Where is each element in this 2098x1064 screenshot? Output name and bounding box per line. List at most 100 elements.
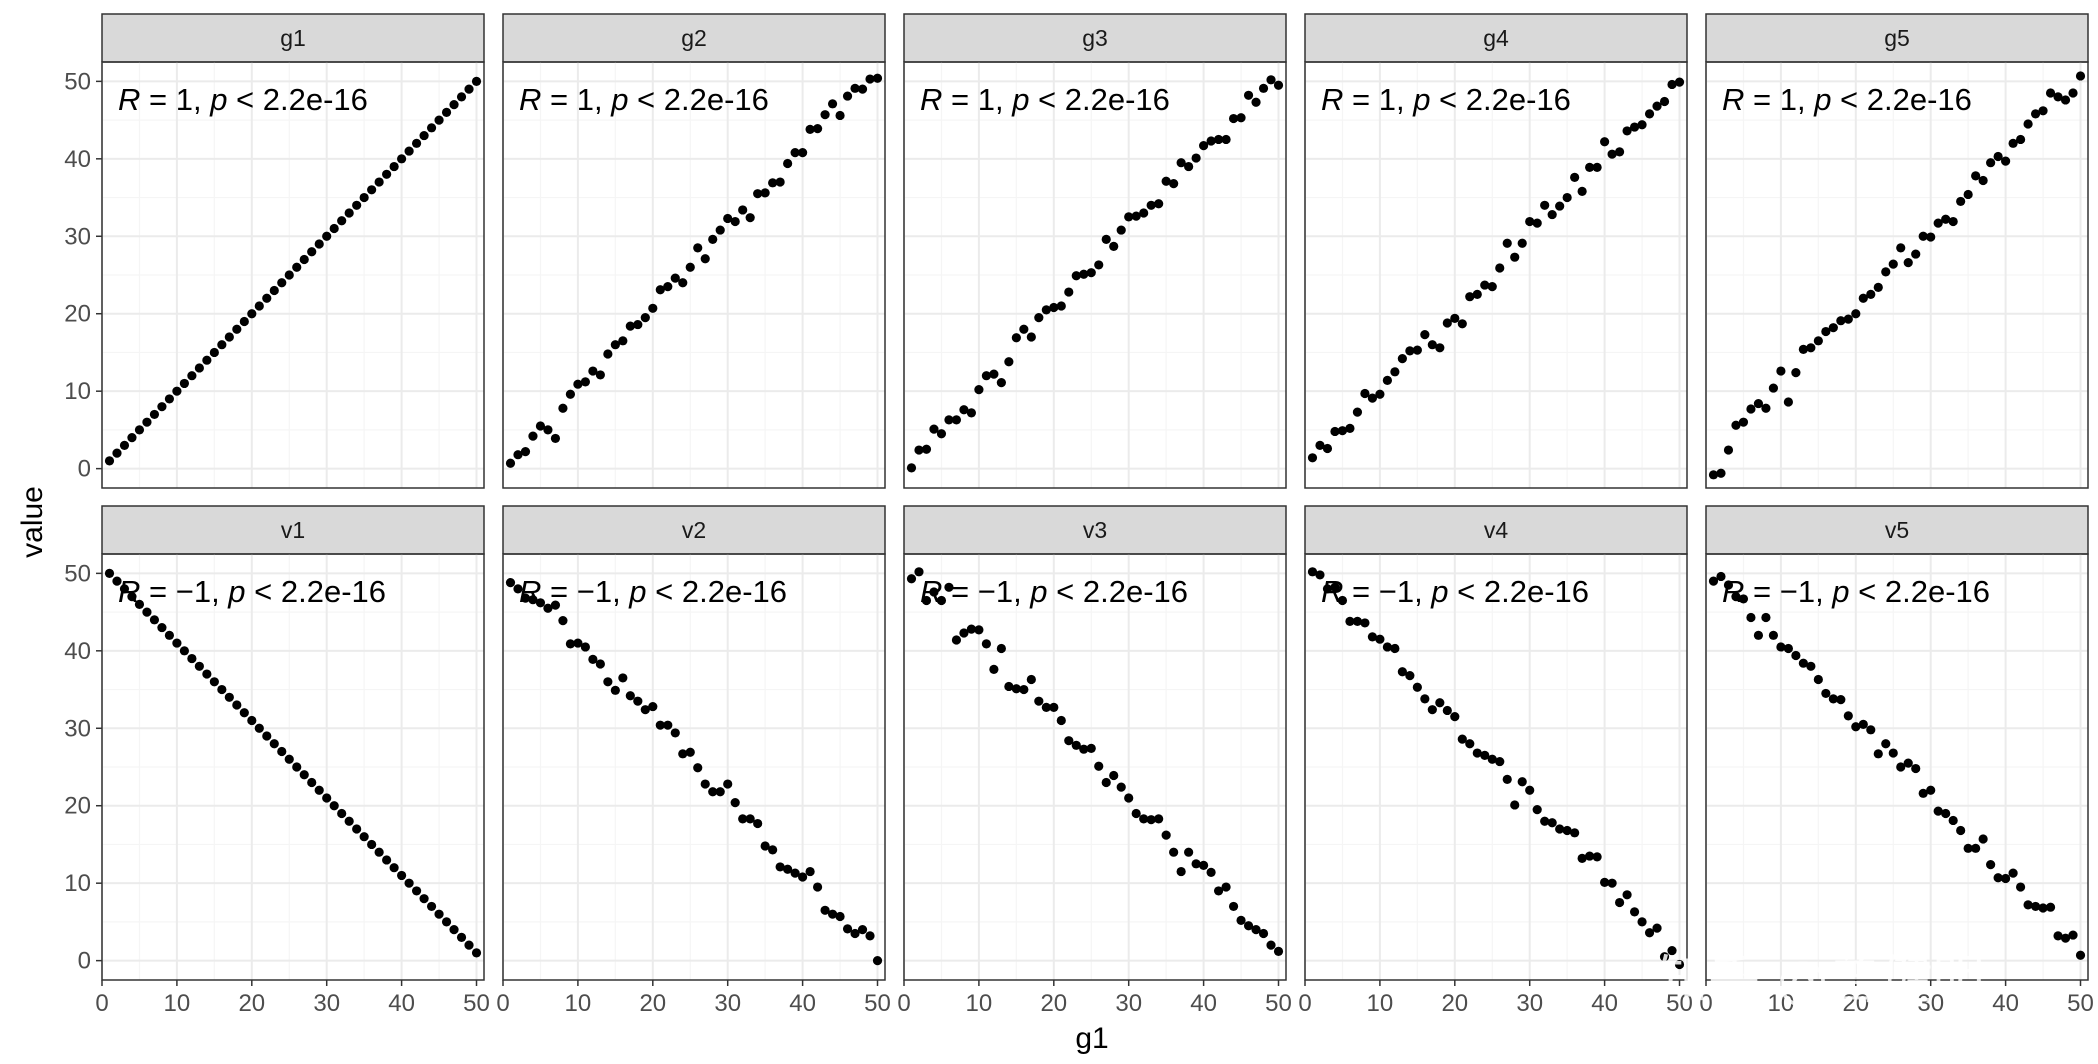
data-point: [1116, 782, 1126, 792]
data-point: [1903, 258, 1913, 268]
data-point: [164, 630, 175, 640]
data-point: [1435, 698, 1445, 708]
data-point: [1652, 923, 1662, 933]
data-point: [1465, 292, 1475, 302]
data-point: [565, 639, 576, 649]
data-point: [1191, 859, 1201, 869]
points-v4: [1307, 567, 1685, 970]
stat-annotation-g2: R = 1, p < 2.2e-16: [519, 82, 769, 117]
data-point: [179, 378, 189, 389]
data-point: [1228, 901, 1239, 912]
data-point: [389, 161, 399, 172]
panel-border-v2: [502, 553, 886, 981]
data-point: [1873, 282, 1883, 292]
data-point: [1206, 867, 1216, 877]
data-point: [1644, 109, 1655, 119]
data-point: [471, 76, 482, 86]
data-point: [464, 84, 474, 94]
x-tick-label: 10: [164, 990, 191, 1017]
data-point: [1783, 643, 1793, 654]
data-point: [1139, 814, 1149, 824]
y-tick-label: 20: [64, 301, 91, 328]
data-point: [558, 403, 568, 413]
data-point: [872, 73, 883, 83]
data-point: [1390, 367, 1400, 377]
data-point: [1487, 282, 1497, 292]
data-point: [284, 270, 294, 280]
data-point: [1109, 770, 1119, 781]
data-point: [929, 424, 939, 434]
data-point: [820, 905, 830, 915]
data-point: [382, 169, 392, 179]
x-tick-label: 30: [1115, 990, 1142, 1017]
data-point: [1851, 309, 1861, 319]
data-point: [700, 779, 710, 789]
data-point: [1978, 834, 1988, 844]
data-point: [603, 677, 613, 687]
data-point: [352, 200, 362, 210]
points-g3: [906, 75, 1284, 473]
data-point: [588, 366, 598, 376]
stat-annotation-v3: R = −1, p < 2.2e-16: [920, 574, 1188, 609]
data-point: [715, 787, 725, 797]
data-point: [1881, 267, 1891, 277]
data-point: [989, 369, 999, 379]
data-point: [1963, 843, 1973, 853]
data-point: [812, 124, 823, 134]
data-point: [685, 747, 695, 757]
data-point: [1723, 445, 1734, 455]
x-tick-label: 20: [238, 990, 265, 1017]
y-tick-label: 10: [64, 870, 91, 897]
data-point: [1124, 212, 1134, 222]
data-point: [618, 673, 628, 683]
data-point: [775, 862, 785, 872]
data-point: [715, 225, 725, 235]
x-axis-v4: 0 10 20 30 40 50: [1298, 980, 1693, 1017]
data-point: [580, 642, 590, 652]
data-point: [224, 692, 234, 702]
data-point: [1273, 80, 1284, 90]
data-point: [1322, 584, 1333, 594]
data-point: [277, 746, 287, 757]
data-point: [1858, 293, 1868, 303]
strip-label-g4: g4: [1483, 25, 1509, 51]
data-point: [1322, 443, 1333, 454]
data-point: [1315, 440, 1325, 450]
data-point: [1828, 323, 1838, 333]
data-point: [1708, 576, 1719, 586]
data-point: [1465, 739, 1475, 749]
data-point: [194, 661, 204, 671]
data-point: [1753, 630, 1764, 640]
y-axis-row-2: 0 10 20 30 40 50: [64, 560, 102, 975]
data-point: [187, 371, 197, 381]
data-point: [1487, 754, 1497, 764]
grid-g1: [101, 62, 484, 488]
data-point: [944, 415, 954, 425]
data-point: [951, 635, 962, 645]
data-point: [202, 669, 212, 679]
data-point: [1813, 336, 1823, 346]
data-point: [262, 731, 272, 741]
data-point: [389, 863, 399, 873]
data-point: [1637, 917, 1647, 927]
data-point: [2060, 933, 2071, 943]
data-point: [914, 445, 924, 455]
data-point: [419, 894, 429, 904]
data-point: [2068, 930, 2078, 940]
data-point: [1146, 815, 1156, 825]
data-point: [1049, 702, 1059, 712]
x-tick-label: 40: [1190, 990, 1217, 1017]
x-tick-label: 10: [1367, 990, 1394, 1017]
data-point: [1176, 158, 1186, 168]
data-point: [1450, 313, 1460, 323]
data-point: [951, 415, 962, 425]
points-v5: [1708, 571, 2086, 960]
y-tick-label: 30: [64, 223, 91, 250]
data-point: [1139, 208, 1149, 218]
data-point: [1768, 383, 1779, 393]
data-point: [1337, 595, 1348, 606]
data-point: [1607, 878, 1617, 888]
data-point: [827, 99, 838, 109]
data-point: [2053, 931, 2063, 941]
